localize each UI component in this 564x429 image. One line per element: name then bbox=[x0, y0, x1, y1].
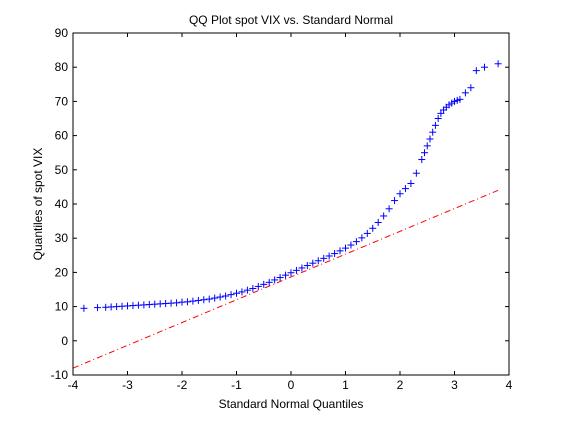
data-point bbox=[314, 257, 322, 265]
data-point bbox=[434, 115, 442, 122]
data-point bbox=[380, 212, 388, 220]
data-point bbox=[222, 292, 230, 300]
data-point bbox=[396, 190, 404, 198]
data-point bbox=[461, 89, 469, 97]
reference-line bbox=[72, 189, 499, 369]
y-tick-label: 60 bbox=[55, 129, 69, 143]
data-point bbox=[276, 274, 284, 282]
y-axis-label: Quantiles of spot VIX bbox=[31, 148, 45, 261]
data-point bbox=[173, 299, 181, 307]
data-point bbox=[205, 295, 213, 303]
data-point bbox=[401, 185, 409, 193]
y-tick-label: 10 bbox=[55, 300, 69, 314]
data-point bbox=[418, 156, 426, 164]
data-point bbox=[287, 269, 295, 277]
data-point bbox=[243, 286, 251, 294]
data-point bbox=[407, 179, 415, 187]
data-point bbox=[325, 252, 333, 260]
y-tick-label: 80 bbox=[55, 60, 69, 74]
data-point bbox=[265, 278, 273, 286]
data-point bbox=[211, 294, 219, 302]
data-point bbox=[421, 149, 429, 157]
y-tick-label: 90 bbox=[55, 26, 69, 40]
x-tick-label: 2 bbox=[397, 378, 404, 392]
data-point bbox=[480, 63, 488, 71]
data-point bbox=[183, 298, 191, 306]
data-point bbox=[358, 234, 366, 242]
data-point bbox=[238, 288, 246, 296]
x-tick-label: 0 bbox=[288, 378, 295, 392]
x-tick-label: -3 bbox=[122, 378, 133, 392]
x-tick-label: 3 bbox=[451, 378, 458, 392]
data-point bbox=[336, 247, 344, 255]
x-tick-label: -1 bbox=[231, 378, 242, 392]
data-point bbox=[369, 224, 377, 232]
data-point bbox=[391, 197, 399, 205]
data-point bbox=[352, 238, 360, 246]
data-point bbox=[303, 262, 311, 270]
data-point bbox=[494, 60, 502, 68]
data-point bbox=[94, 304, 102, 312]
data-point bbox=[189, 297, 197, 305]
data-point bbox=[467, 84, 475, 92]
data-point bbox=[412, 169, 420, 177]
data-point bbox=[342, 244, 349, 252]
data-point bbox=[194, 296, 202, 304]
data-point bbox=[292, 266, 300, 274]
x-axis-ticks: -4 -3 -2 -1 0 1 2 3 4 bbox=[68, 33, 513, 392]
data-point bbox=[282, 271, 290, 279]
y-axis-ticks: -10 0 10 20 30 40 50 60 70 80 90 bbox=[51, 26, 509, 382]
data-point bbox=[331, 250, 339, 258]
reference-line-layer bbox=[72, 189, 499, 369]
y-tick-label: 30 bbox=[55, 231, 69, 245]
data-point bbox=[429, 128, 437, 136]
data-point bbox=[347, 241, 355, 249]
data-point bbox=[426, 135, 434, 143]
y-tick-label: 20 bbox=[55, 265, 69, 279]
plot-area-background bbox=[73, 33, 509, 375]
data-point bbox=[200, 296, 208, 304]
data-point bbox=[249, 284, 257, 292]
data-point bbox=[233, 289, 240, 297]
data-point bbox=[227, 291, 235, 299]
data-point bbox=[320, 254, 328, 262]
data-point bbox=[472, 67, 480, 75]
data-point bbox=[456, 95, 464, 103]
data-point bbox=[271, 276, 279, 284]
data-points-layer bbox=[80, 60, 502, 312]
chart-title: QQ Plot spot VIX vs. Standard Normal bbox=[189, 13, 393, 27]
y-tick-label: 50 bbox=[55, 163, 69, 177]
x-tick-label: -4 bbox=[68, 378, 79, 392]
y-tick-label: 40 bbox=[55, 197, 69, 211]
data-point bbox=[298, 264, 306, 272]
x-axis-label: Standard Normal Quantiles bbox=[219, 397, 364, 411]
data-point bbox=[254, 282, 262, 290]
data-point bbox=[363, 229, 371, 237]
x-tick-label: 1 bbox=[342, 378, 349, 392]
data-point bbox=[374, 218, 382, 226]
data-point bbox=[385, 205, 393, 213]
data-point bbox=[423, 142, 431, 150]
data-point bbox=[309, 259, 317, 267]
data-point bbox=[431, 121, 439, 129]
x-tick-label: -2 bbox=[177, 378, 188, 392]
y-tick-label: 70 bbox=[55, 94, 69, 108]
y-tick-label: -10 bbox=[51, 368, 69, 382]
data-point bbox=[216, 293, 224, 301]
y-tick-label: 0 bbox=[61, 334, 68, 348]
x-tick-label: 4 bbox=[506, 378, 513, 392]
data-point bbox=[260, 280, 268, 288]
data-point bbox=[80, 304, 88, 312]
